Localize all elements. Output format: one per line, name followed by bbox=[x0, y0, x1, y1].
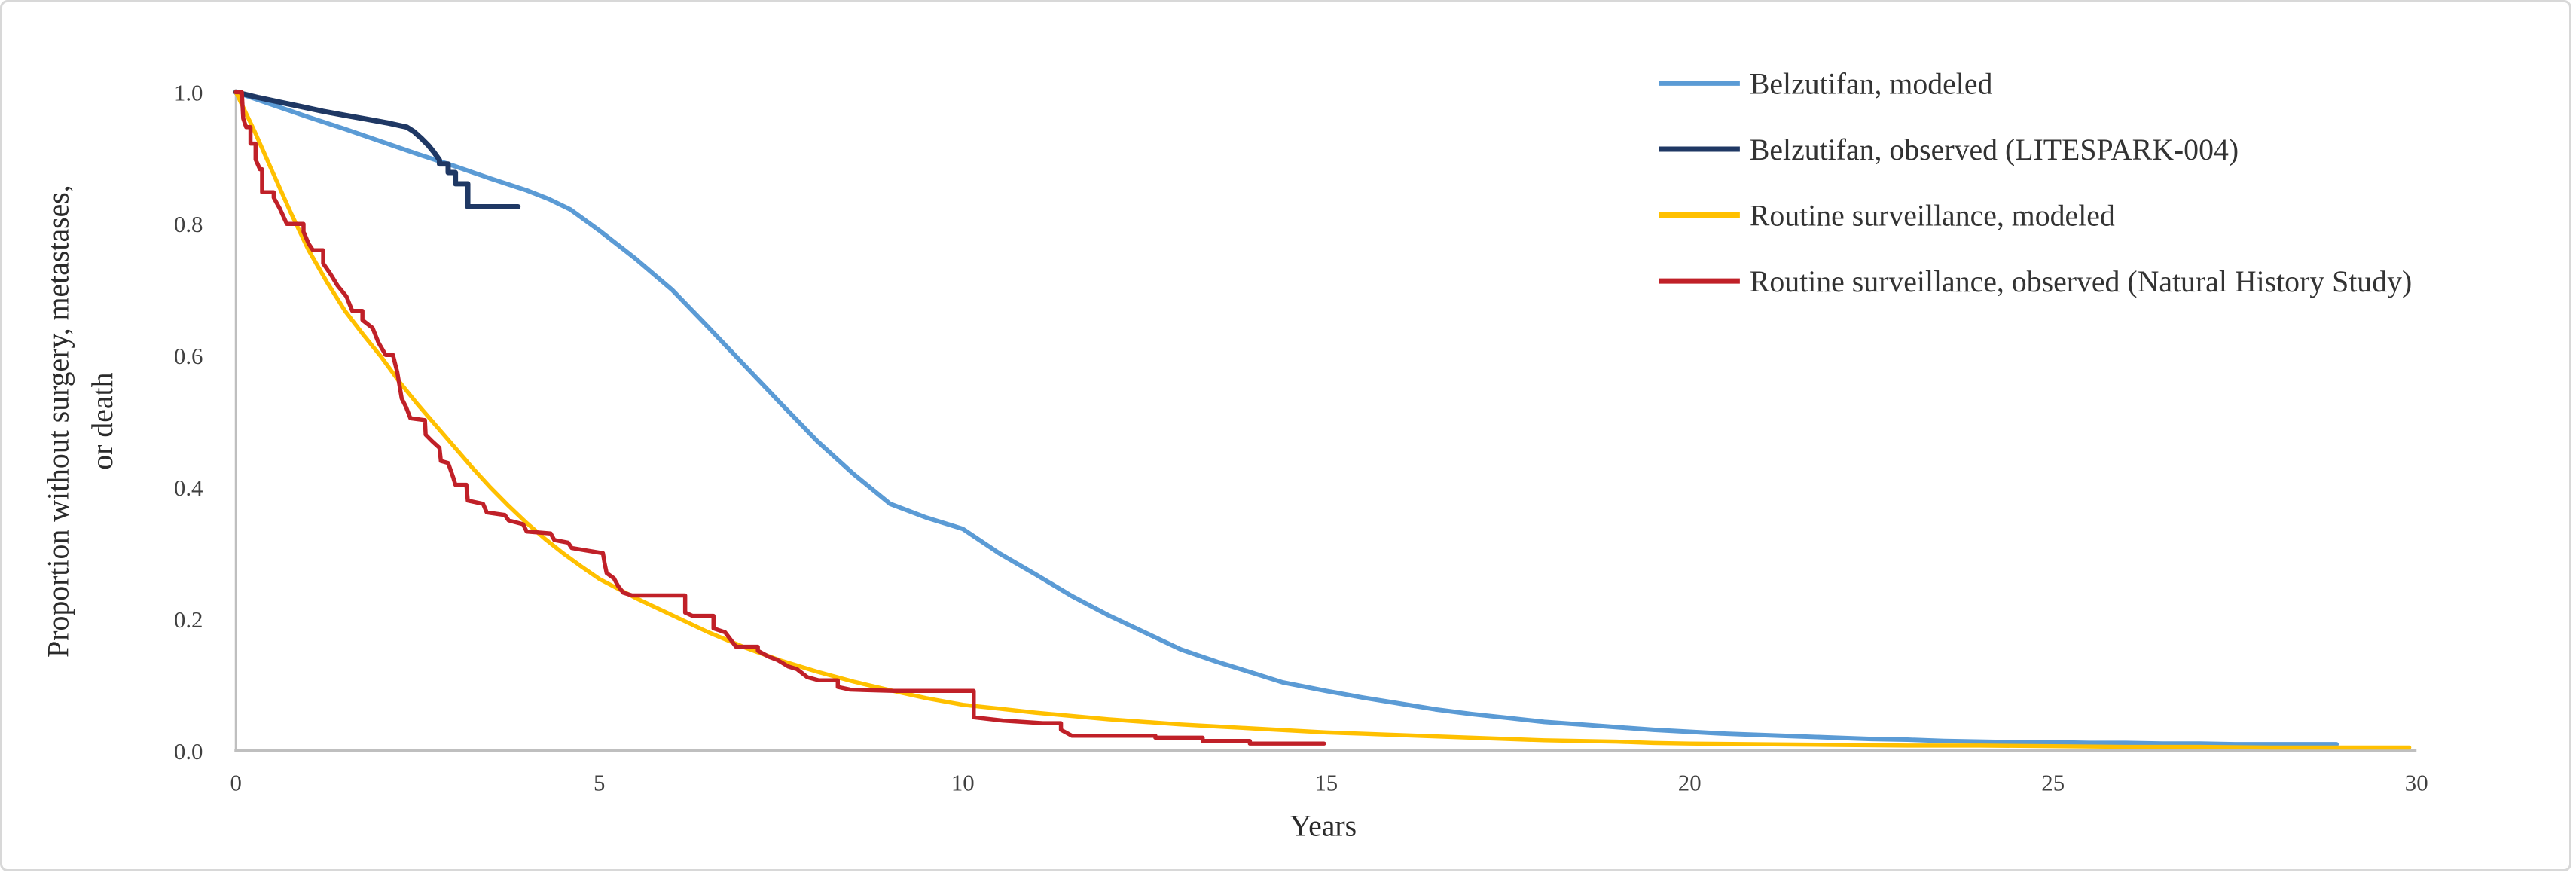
legend-item-belzutifan-observed-litespark-004[interactable]: Belzutifan, observed (LITESPARK-004) bbox=[1659, 133, 2239, 166]
y-tick-label-1.0: 1.0 bbox=[174, 80, 203, 105]
series-line-belzutifan-observed-litespark-004[interactable] bbox=[233, 89, 521, 209]
series-line-routine-surveillance-observed-natural-history-study[interactable] bbox=[233, 90, 1326, 746]
x-tick-label-5: 5 bbox=[594, 771, 605, 796]
x-axis-title: Years bbox=[1290, 809, 1357, 842]
legend-label-belzutifan-modeled: Belzutifan, modeled bbox=[1750, 67, 1993, 100]
x-tick-label-30: 30 bbox=[2405, 771, 2428, 796]
legend-item-routine-surveillance-observed-natural-history-study[interactable]: Routine surveillance, observed (Natural … bbox=[1659, 265, 2412, 298]
y-tick-label-0.4: 0.4 bbox=[174, 475, 203, 501]
x-tick-label-10: 10 bbox=[951, 771, 975, 796]
x-axis-tick-labels: 0 5 10 15 20 25 30 bbox=[230, 771, 2428, 796]
y-axis-title-line-2: or death bbox=[86, 372, 119, 469]
x-tick-label-20: 20 bbox=[1678, 771, 1702, 796]
x-tick-label-15: 15 bbox=[1314, 771, 1338, 796]
legend-item-routine-surveillance-modeled[interactable]: Routine surveillance, modeled bbox=[1659, 199, 2115, 232]
series-line-routine-surveillance-modeled[interactable] bbox=[233, 90, 2412, 750]
series-line-belzutifan-modeled[interactable] bbox=[233, 90, 2339, 747]
y-axis-title-line-1: Proportion without surgery, metastases, bbox=[41, 185, 75, 658]
y-tick-label-0.6: 0.6 bbox=[174, 343, 203, 369]
y-axis-tick-labels: 1.0 0.8 0.6 0.4 0.2 0.0 bbox=[174, 80, 203, 764]
y-tick-label-0.0: 0.0 bbox=[174, 739, 203, 765]
legend-label-routine-surveillance-observed-natural-history-study: Routine surveillance, observed (Natural … bbox=[1750, 265, 2412, 298]
x-tick-label-25: 25 bbox=[2041, 771, 2065, 796]
y-tick-label-0.8: 0.8 bbox=[174, 212, 203, 237]
axes bbox=[234, 89, 2417, 752]
series-lines bbox=[233, 89, 2412, 750]
y-tick-label-0.2: 0.2 bbox=[174, 607, 203, 633]
legend-item-belzutifan-modeled[interactable]: Belzutifan, modeled bbox=[1659, 67, 1992, 100]
legend-label-belzutifan-observed-litespark-004: Belzutifan, observed (LITESPARK-004) bbox=[1750, 133, 2239, 166]
legend-label-routine-surveillance-modeled: Routine surveillance, modeled bbox=[1750, 199, 2115, 232]
legend: Belzutifan, modeled Belzutifan, observed … bbox=[1659, 67, 2412, 298]
x-tick-label-0: 0 bbox=[230, 771, 242, 796]
